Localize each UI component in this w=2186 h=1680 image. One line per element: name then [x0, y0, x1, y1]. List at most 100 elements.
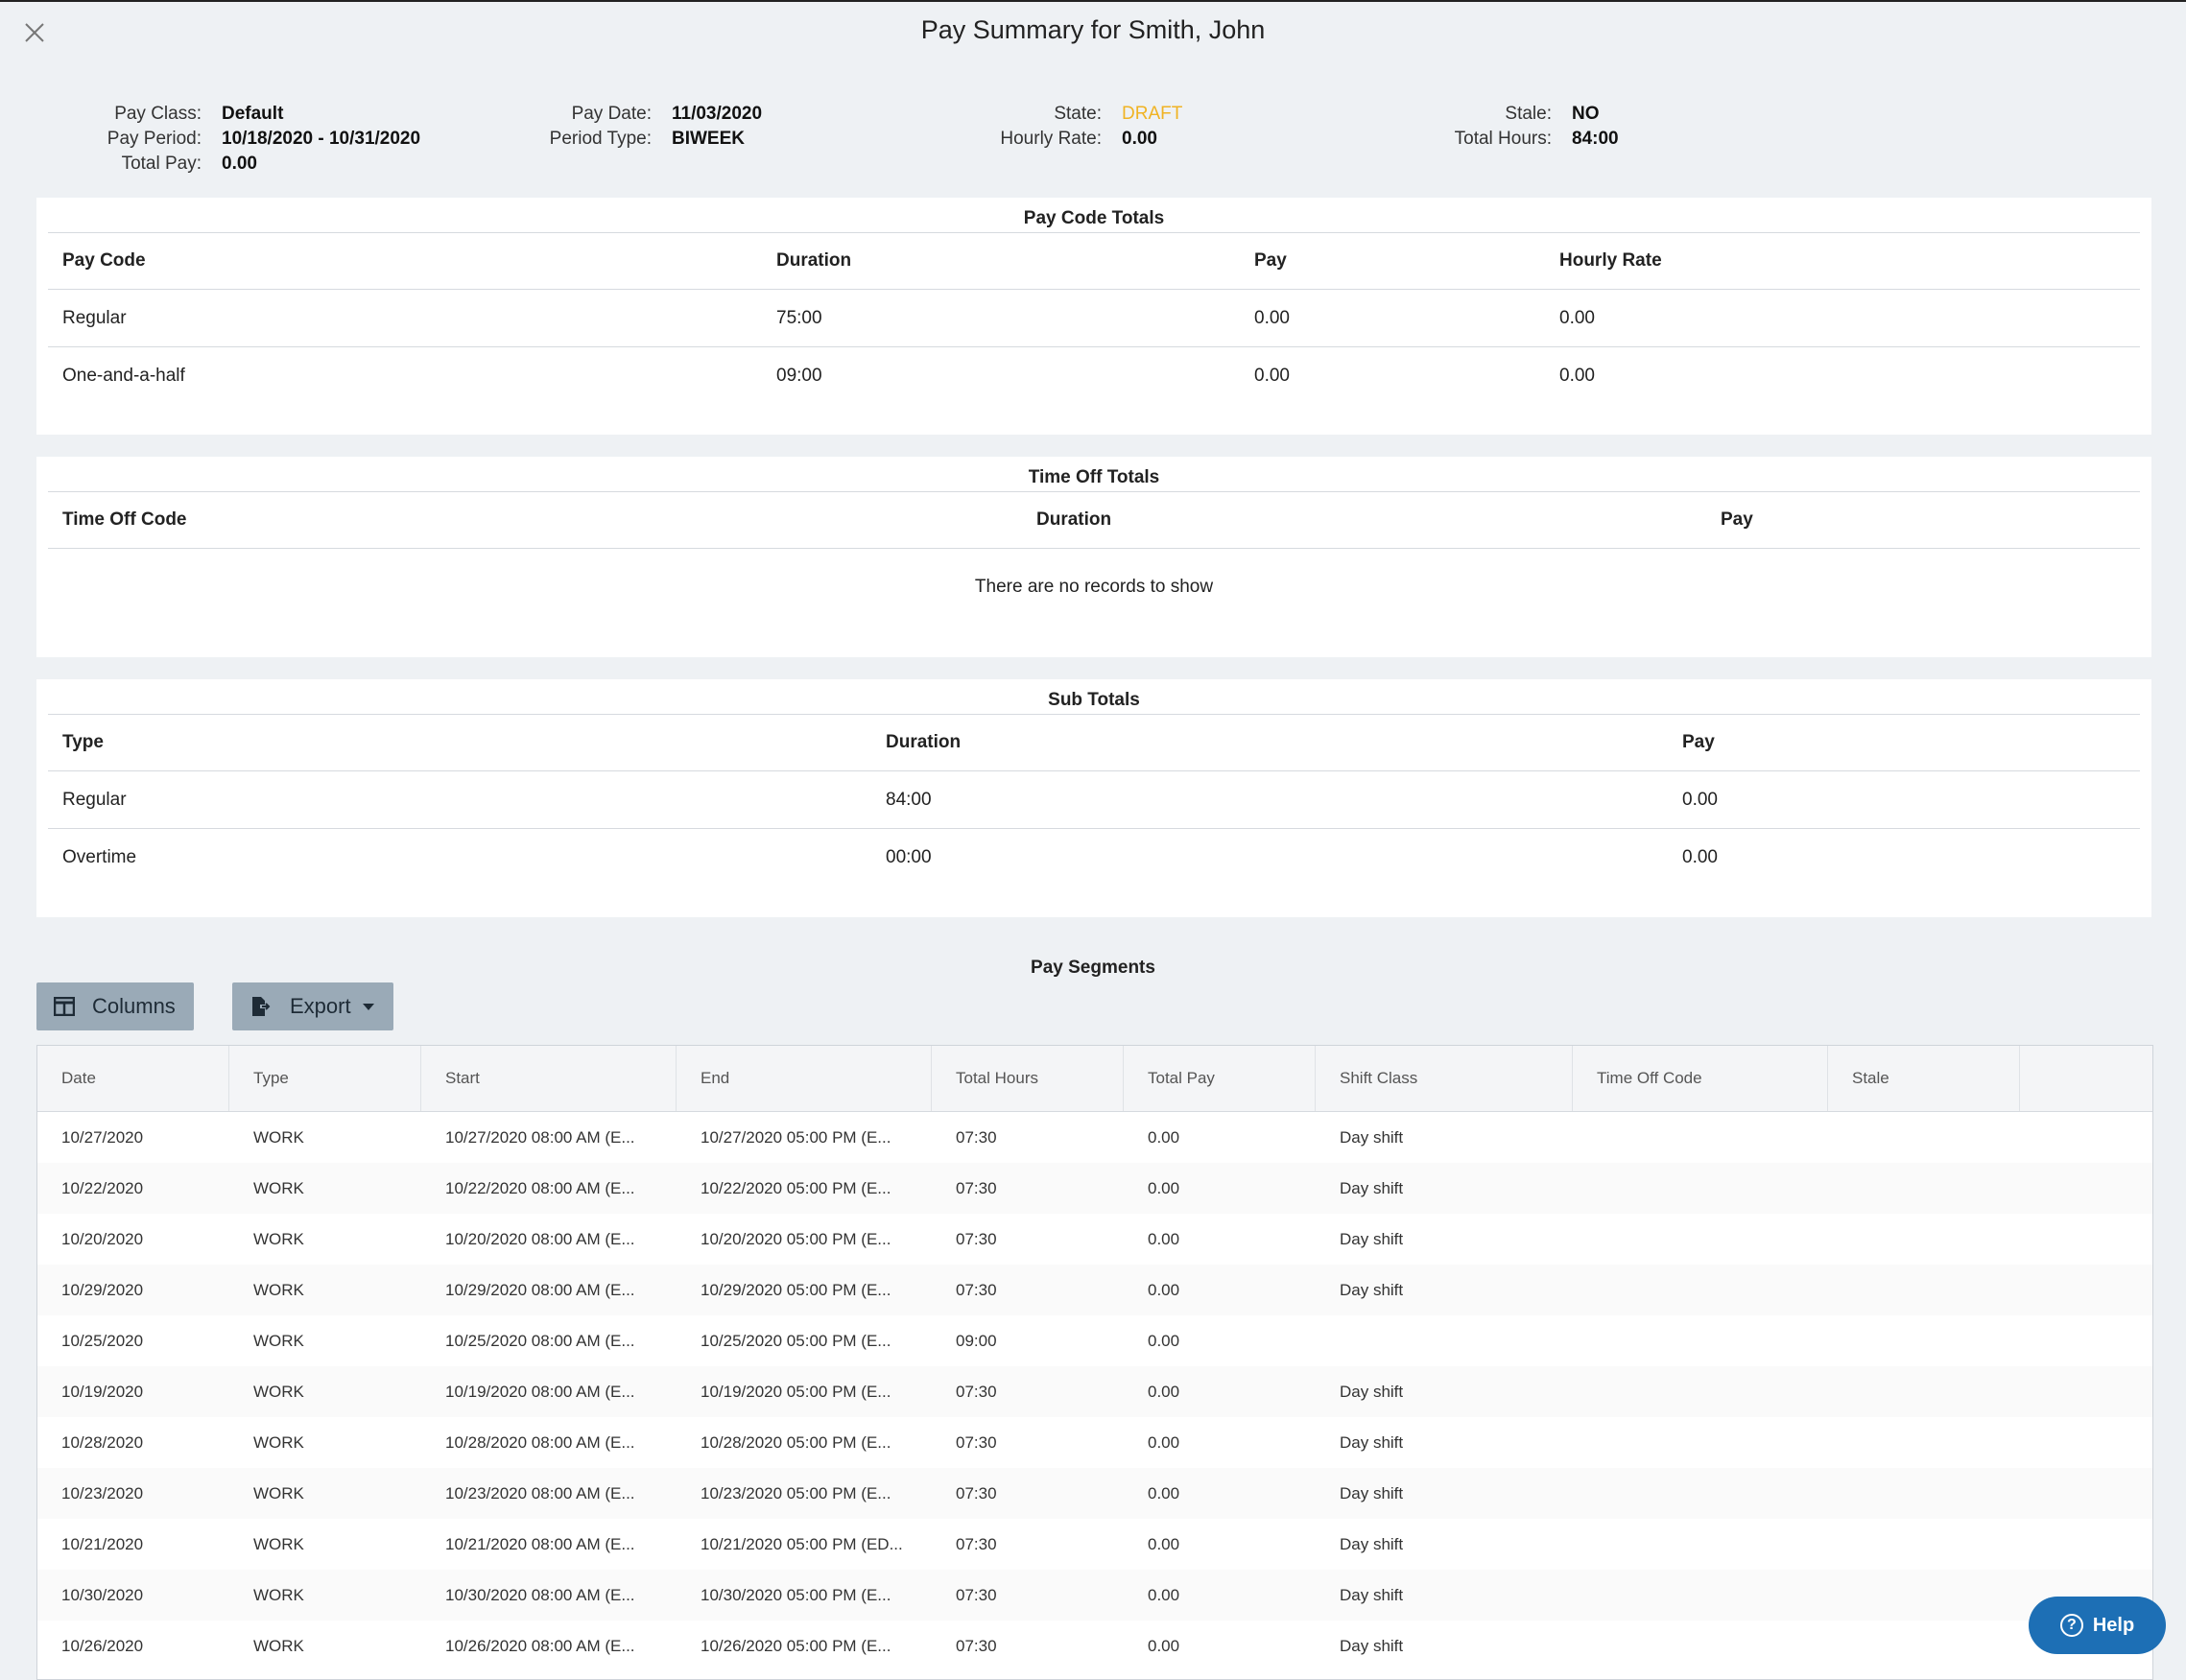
column-header: Duration	[762, 233, 1240, 290]
table-row[interactable]: 10/29/2020 WORK 10/29/2020 08:00 AM (E... 1…	[37, 1265, 2152, 1315]
pay-class-value: Default	[222, 104, 284, 124]
cell: 10/25/2020 05:00 PM (E...	[701, 1332, 891, 1350]
table-row[interactable]: 10/28/2020 WORK 10/28/2020 08:00 AM (E... 1…	[37, 1417, 2152, 1468]
cell	[1573, 1621, 1828, 1671]
cell	[1828, 1621, 2020, 1671]
pay-summary-header: Pay Class: Default Pay Period: 10/18/202…	[0, 102, 2186, 178]
cell: Day shift	[1340, 1383, 1404, 1401]
cell: One-and-a-half	[62, 365, 185, 386]
cell: 10/21/2020	[61, 1535, 144, 1553]
column-header-time-off-code[interactable]: Time Off Code	[1573, 1046, 1828, 1111]
cell	[1828, 1315, 2020, 1366]
table-row[interactable]: 10/21/2020 WORK 10/21/2020 08:00 AM (E... 1…	[37, 1519, 2152, 1570]
cell: 10/29/2020	[61, 1281, 144, 1299]
cell	[1573, 1468, 1828, 1519]
cell	[1573, 1265, 1828, 1315]
total-hours-label: Total Hours:	[1454, 129, 1552, 149]
state-label: State:	[1054, 104, 1102, 124]
cell: 0.00	[1148, 1281, 1180, 1299]
cell: 09:00	[776, 365, 822, 386]
column-header-total-pay[interactable]: Total Pay	[1124, 1046, 1316, 1111]
cell: 07:30	[956, 1586, 997, 1604]
state-field: State: DRAFT	[0, 102, 1182, 127]
export-icon	[249, 995, 273, 1018]
hourly-rate-value: 0.00	[1122, 129, 1157, 149]
cell: 0.00	[1559, 365, 1595, 386]
cell	[1316, 1315, 1573, 1366]
column-header-type[interactable]: Type	[229, 1046, 421, 1111]
table-row: Regular 84:00 0.00	[48, 770, 2140, 829]
column-header: Pay	[1240, 233, 1545, 290]
cell: 07:30	[956, 1535, 997, 1553]
pay-date-value: 11/03/2020	[672, 104, 763, 124]
table-row[interactable]: 10/26/2020 WORK 10/26/2020 08:00 AM (E... 1…	[37, 1621, 2152, 1671]
column-header-date[interactable]: Date	[37, 1046, 229, 1111]
cell	[1828, 1519, 2020, 1570]
cell: Regular	[48, 770, 871, 829]
cell: 0.00	[1148, 1179, 1180, 1197]
total-pay-label: Total Pay:	[121, 154, 202, 174]
cell	[1828, 1417, 2020, 1468]
table-row[interactable]: 10/23/2020 WORK 10/23/2020 08:00 AM (E... 1…	[37, 1468, 2152, 1519]
cell	[1573, 1366, 1828, 1417]
column-header: Duration	[871, 715, 1668, 771]
cell: 0.00	[1254, 365, 1290, 386]
cell: WORK	[253, 1484, 304, 1503]
column-header-total-hours[interactable]: Total Hours	[932, 1046, 1124, 1111]
table-row[interactable]: 10/25/2020 WORK 10/25/2020 08:00 AM (E... 1…	[37, 1315, 2152, 1366]
column-header-start[interactable]: Start	[421, 1046, 677, 1111]
cell: 0.00	[1682, 846, 1718, 867]
export-button[interactable]: Export	[232, 982, 393, 1030]
table-row[interactable]: 10/27/2020 WORK 10/27/2020 08:00 AM (E... 1…	[37, 1112, 2152, 1163]
cell: 0.00	[1148, 1433, 1180, 1452]
cell: Day shift	[1340, 1433, 1404, 1452]
close-icon[interactable]	[23, 21, 46, 44]
pay-class-field: Pay Class: Default	[0, 102, 283, 127]
cell	[1828, 1265, 2020, 1315]
cell: 00:00	[886, 846, 932, 867]
cell: WORK	[253, 1179, 304, 1197]
pay-class-label: Pay Class:	[114, 104, 202, 124]
cell: 10/21/2020 05:00 PM (ED...	[701, 1535, 903, 1553]
pay-period-label: Pay Period:	[107, 129, 202, 149]
table-row[interactable]: 10/19/2020 WORK 10/19/2020 08:00 AM (E... 1…	[37, 1366, 2152, 1417]
cell: 10/21/2020 08:00 AM (E...	[445, 1535, 635, 1553]
cell: WORK	[253, 1433, 304, 1452]
cell: WORK	[253, 1128, 304, 1147]
table-row[interactable]: 10/22/2020 WORK 10/22/2020 08:00 AM (E... 1…	[37, 1163, 2152, 1214]
cell: 0.00	[1668, 770, 2140, 829]
row-spacer	[2020, 1417, 2150, 1468]
columns-button[interactable]: Columns	[36, 982, 194, 1030]
cell: 0.00	[1148, 1586, 1180, 1604]
stale-value: NO	[1572, 104, 1600, 124]
table-row[interactable]: 10/30/2020 WORK 10/30/2020 08:00 AM (E... 1…	[37, 1570, 2152, 1621]
column-header-end[interactable]: End	[677, 1046, 932, 1111]
cell: WORK	[253, 1586, 304, 1604]
table-row: One-and-a-half 09:00 0.00 0.00	[48, 347, 2140, 405]
column-header-stale[interactable]: Stale	[1828, 1046, 2020, 1111]
row-spacer	[2020, 1214, 2150, 1265]
cell: 75:00	[762, 289, 1240, 347]
cell: Day shift	[1340, 1637, 1404, 1655]
cell: 84:00	[871, 770, 1668, 829]
table-row[interactable]: 10/20/2020 WORK 10/20/2020 08:00 AM (E... 1…	[37, 1214, 2152, 1265]
cell	[1828, 1112, 2020, 1163]
cell: 07:30	[956, 1383, 997, 1401]
column-header-shift-class[interactable]: Shift Class	[1316, 1046, 1573, 1111]
sub-totals-table: Type Duration Pay Regular 84:00 0.00 Ove…	[48, 715, 2140, 886]
help-button[interactable]: ? Help	[2029, 1597, 2166, 1654]
columns-button-label: Columns	[92, 994, 176, 1018]
time-off-totals-title: Time Off Totals	[48, 457, 2140, 492]
cell: 10/26/2020 05:00 PM (E...	[701, 1637, 891, 1655]
cell: 10/19/2020 05:00 PM (E...	[701, 1383, 891, 1401]
row-spacer	[2020, 1315, 2150, 1366]
cell: 10/26/2020	[61, 1637, 144, 1655]
period-type-label: Period Type:	[549, 129, 652, 149]
cell: 09:00	[956, 1332, 997, 1350]
row-spacer	[2020, 1468, 2150, 1519]
cell: Day shift	[1340, 1484, 1404, 1503]
cell	[1573, 1315, 1828, 1366]
cell: 07:30	[956, 1128, 997, 1147]
row-spacer	[2020, 1366, 2150, 1417]
total-hours-field: Total Hours: 84:00	[0, 127, 1619, 152]
